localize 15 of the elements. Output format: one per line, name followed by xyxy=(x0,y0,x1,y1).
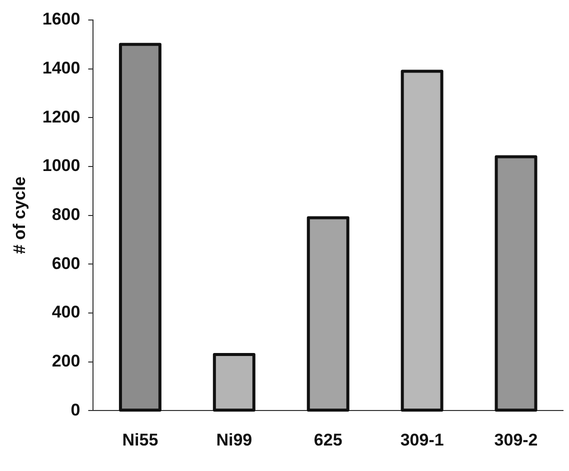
x-tick-label: 309-2 xyxy=(494,430,538,450)
x-tick-label: 625 xyxy=(314,430,342,450)
y-axis-title: # of cycle xyxy=(10,176,29,254)
x-tick-label: 309-1 xyxy=(400,430,444,450)
x-tick-label: Ni55 xyxy=(122,430,158,450)
y-tick-label: 1600 xyxy=(42,10,80,29)
y-tick-label: 1200 xyxy=(42,107,80,126)
y-tick-label: 1400 xyxy=(42,58,80,78)
x-tick-label: Ni99 xyxy=(216,430,252,450)
y-tick-label: 0 xyxy=(70,400,80,420)
y-tick-label: 400 xyxy=(52,302,80,322)
y-tick-label: 200 xyxy=(52,351,80,370)
y-tick-label: 1000 xyxy=(42,156,80,176)
y-tick-label: 800 xyxy=(52,204,80,224)
y-tick-label: 600 xyxy=(52,254,80,273)
